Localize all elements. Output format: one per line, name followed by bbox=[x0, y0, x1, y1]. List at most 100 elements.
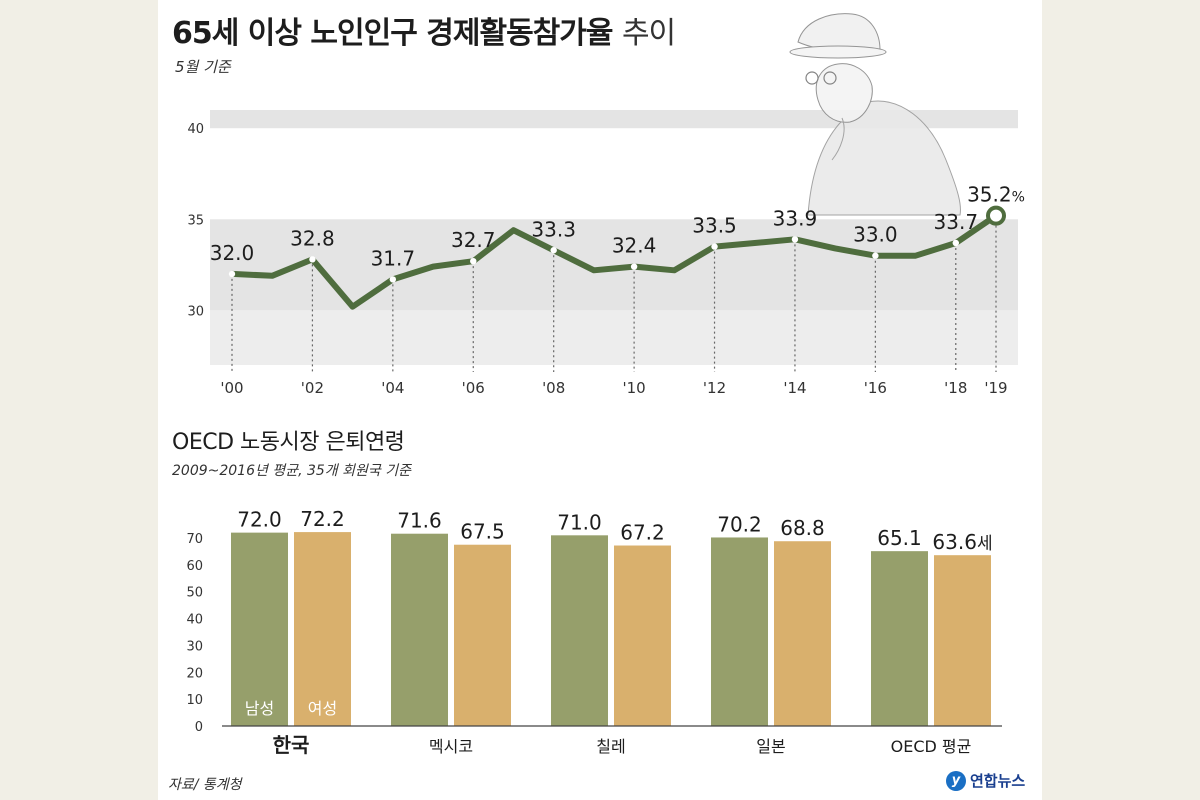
bar-value-label: 67.2 bbox=[620, 521, 665, 545]
bar-men bbox=[711, 537, 768, 726]
series-line bbox=[229, 212, 999, 310]
line-chart-x-axis: '00 '02 '04 '06 '08 '10 '12 '14 '16 '18 '19 bbox=[220, 379, 1007, 397]
bar-women bbox=[774, 541, 831, 726]
line-chart-labels: 32.0 32.8 31.7 32.7 33.3 32.4 33.5 33.9 33.0 33.7… bbox=[210, 183, 1025, 271]
x-tick-label: '12 bbox=[703, 379, 726, 397]
category-label: 멕시코 bbox=[429, 737, 473, 756]
page-subtitle: 5월 기준 bbox=[175, 58, 231, 76]
bar-women bbox=[934, 555, 991, 726]
y-tick-label: 0 bbox=[195, 720, 203, 735]
data-point bbox=[791, 236, 799, 243]
legend-label: 여성 bbox=[308, 699, 337, 718]
bar-value-label: 71.0 bbox=[557, 510, 602, 534]
x-tick-label: '14 bbox=[783, 379, 806, 397]
x-tick-label: '06 bbox=[462, 379, 485, 397]
bar-value-label: 67.5 bbox=[460, 520, 505, 544]
data-point bbox=[309, 256, 316, 263]
data-point bbox=[952, 239, 959, 247]
data-label: 32.7 bbox=[451, 228, 496, 252]
bar-chart-legend: 남성 여성 bbox=[245, 699, 337, 718]
data-point bbox=[389, 276, 397, 283]
bar-chart-labels: 72.0 72.2 71.6 67.5 71.0 67.2 70.2 68.8 65.1 63.6… bbox=[237, 507, 992, 554]
bar-men bbox=[871, 551, 928, 726]
line-chart-bands bbox=[210, 110, 1018, 365]
data-label: 33.5 bbox=[692, 214, 737, 238]
logo-icon: y bbox=[946, 770, 966, 791]
bar-value-label: 63.6세 bbox=[932, 530, 992, 554]
y-tick-label: 30 bbox=[187, 304, 204, 319]
bar-value-label: 70.2 bbox=[717, 512, 762, 536]
data-label: 31.7 bbox=[371, 246, 416, 270]
y-tick-label: 10 bbox=[186, 693, 203, 708]
highlight-point bbox=[986, 205, 1006, 226]
bar-women bbox=[614, 545, 671, 726]
band-lower bbox=[210, 310, 1018, 365]
yonhap-logo: y 연합뉴스 bbox=[946, 770, 1025, 791]
bar-chart-subtitle: 2009~2016년 평균, 35개 회원국 기준 bbox=[172, 463, 411, 479]
bar-chart-bars bbox=[222, 532, 1002, 727]
page-title: 65세 이상 노인인구 경제활동참가율 추이 bbox=[172, 8, 676, 52]
y-tick-label: 60 bbox=[186, 559, 203, 574]
bar-chart: 0 10 20 30 40 50 60 70 72.0 72.2 71.6 67.5 71.0 67.2… bbox=[186, 507, 1002, 757]
category-label: 칠레 bbox=[596, 737, 625, 756]
y-tick-label: 50 bbox=[186, 586, 203, 601]
line-chart: 30 35 40 '00 '02 '04 '06 '08 '10 '12 '14 '16 '18 '19… bbox=[187, 13, 1025, 397]
bar-men bbox=[551, 535, 608, 726]
unit-label: % bbox=[1012, 190, 1025, 206]
data-point bbox=[872, 252, 879, 259]
line-chart-points bbox=[228, 205, 1006, 283]
data-label: 33.0 bbox=[853, 223, 898, 247]
data-label: 32.4 bbox=[612, 234, 657, 258]
bar-value-label: 72.0 bbox=[237, 508, 282, 532]
bar-women bbox=[294, 532, 351, 726]
category-label: 한국 bbox=[273, 733, 310, 757]
title-light: 추이 bbox=[621, 16, 676, 51]
line-chart-guides bbox=[231, 215, 997, 372]
data-point bbox=[470, 257, 477, 265]
title-bold: 65세 이상 노인인구 경제활동참가율 bbox=[172, 16, 613, 51]
category-label: 일본 bbox=[756, 737, 785, 756]
x-tick-label: '18 bbox=[944, 379, 967, 397]
bar-women bbox=[454, 544, 511, 726]
x-tick-label: '16 bbox=[864, 379, 887, 397]
x-tick-label: '02 bbox=[301, 379, 324, 397]
band-1 bbox=[210, 110, 1018, 129]
logo-text: 연합뉴스 bbox=[970, 772, 1026, 790]
data-point bbox=[711, 243, 718, 250]
data-label: 33.9 bbox=[773, 206, 818, 230]
x-tick-label: '19 bbox=[984, 379, 1007, 397]
bar-value-label: 68.8 bbox=[780, 516, 825, 540]
line-chart-y-axis: 30 35 40 bbox=[187, 122, 204, 319]
legend-label: 남성 bbox=[245, 699, 274, 718]
bar-chart-categories: 한국 멕시코 칠레 일본 OECD 평균 bbox=[273, 733, 972, 757]
bar-chart-y-axis: 0 10 20 30 40 50 60 70 bbox=[186, 532, 203, 735]
data-label: 35.2% bbox=[967, 183, 1025, 207]
bar-value-label: 71.6 bbox=[397, 509, 442, 533]
y-tick-label: 40 bbox=[187, 122, 204, 137]
y-tick-label: 40 bbox=[186, 613, 203, 628]
x-tick-label: '10 bbox=[622, 379, 645, 397]
source-note: 자료/ 통계청 bbox=[168, 777, 242, 793]
bar-men bbox=[231, 532, 288, 726]
bar-value-label: 65.1 bbox=[877, 526, 922, 550]
y-tick-label: 20 bbox=[186, 666, 203, 681]
data-label: 32.8 bbox=[290, 226, 335, 250]
y-tick-label: 30 bbox=[186, 639, 203, 654]
data-label: 32.0 bbox=[210, 241, 255, 265]
elderly-man-illustration bbox=[789, 13, 961, 216]
bar-men bbox=[391, 533, 448, 726]
data-point bbox=[630, 263, 638, 270]
x-tick-label: '00 bbox=[220, 379, 243, 397]
data-label: 33.7 bbox=[934, 210, 979, 234]
unit-label: 세 bbox=[977, 534, 993, 554]
bar-value-label: 72.2 bbox=[300, 507, 345, 531]
y-tick-label: 70 bbox=[186, 532, 203, 547]
category-label: OECD 평균 bbox=[891, 737, 972, 756]
y-tick-label: 35 bbox=[187, 213, 204, 228]
x-tick-label: '08 bbox=[542, 379, 565, 397]
bar-chart-title: OECD 노동시장 은퇴연령 bbox=[172, 430, 405, 455]
data-point bbox=[228, 270, 236, 278]
x-tick-label: '04 bbox=[381, 379, 404, 397]
data-point bbox=[550, 247, 557, 254]
